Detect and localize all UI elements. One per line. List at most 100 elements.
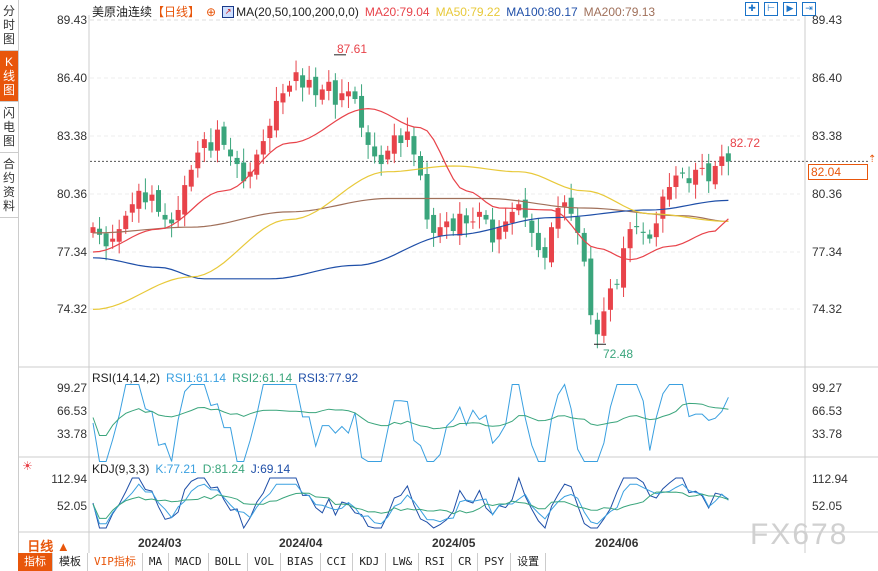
candle-body bbox=[463, 215, 469, 224]
ma-chart-icon[interactable]: ↗ bbox=[222, 5, 235, 18]
tab-kdj[interactable]: KDJ bbox=[353, 553, 387, 571]
low-annotation: 72.48 bbox=[603, 347, 634, 361]
rsi3-value: RSI3:77.92 bbox=[298, 371, 359, 385]
add-indicator-icon[interactable]: ⊕ bbox=[206, 4, 217, 19]
ma50-line bbox=[92, 165, 729, 310]
period-label[interactable]: 【日线】 bbox=[152, 5, 201, 19]
candle-body bbox=[594, 319, 600, 335]
tab-cci[interactable]: CCI bbox=[320, 553, 354, 571]
candle-body bbox=[634, 226, 640, 228]
candle-body bbox=[195, 152, 201, 169]
candle-body bbox=[535, 232, 541, 251]
tab-cr[interactable]: CR bbox=[452, 553, 479, 571]
candle-body bbox=[221, 126, 227, 145]
candle-body bbox=[345, 91, 351, 97]
rsi2-value: RSI2:61.14 bbox=[232, 371, 293, 385]
tab-ma[interactable]: MA bbox=[142, 553, 170, 571]
candle-body bbox=[706, 163, 712, 182]
rsi2-line bbox=[92, 402, 729, 436]
candle-body bbox=[182, 185, 188, 215]
candle-body bbox=[621, 248, 627, 288]
candle-body bbox=[712, 165, 718, 185]
candle-body bbox=[300, 75, 306, 88]
zoom-in-icon[interactable]: ⊢ bbox=[764, 2, 778, 16]
tab-templates[interactable]: 模板 bbox=[53, 553, 88, 571]
price-marker-icon: ⇡ bbox=[868, 154, 877, 165]
tab-settings[interactable]: 设置 bbox=[511, 553, 547, 571]
candle-body bbox=[280, 93, 286, 103]
candle-body bbox=[418, 156, 423, 176]
kdj-tick: 52.05 bbox=[56, 499, 87, 513]
settings-sun-icon[interactable]: ☀ bbox=[22, 459, 33, 473]
candle-body bbox=[254, 154, 260, 175]
tab-flash[interactable]: 闪电图 bbox=[0, 102, 18, 153]
ma100-value: MA100:80.17 bbox=[506, 4, 578, 19]
candle-body bbox=[339, 93, 345, 101]
tab-psy[interactable]: PSY bbox=[478, 553, 512, 571]
candle-body bbox=[686, 178, 692, 184]
candle-body bbox=[208, 142, 214, 151]
candle-body bbox=[588, 258, 594, 316]
candle-body bbox=[680, 172, 685, 174]
period-button[interactable]: 日线 ▲ bbox=[27, 539, 70, 554]
date-tick: 2024/04 bbox=[279, 536, 323, 550]
tab-vip-indicators[interactable]: VIP指标 bbox=[88, 553, 143, 571]
candle-body bbox=[234, 157, 240, 165]
candle-body bbox=[293, 72, 299, 82]
candle-body bbox=[614, 283, 620, 285]
tab-rsi[interactable]: RSI bbox=[419, 553, 452, 571]
price-tick: 89.43 bbox=[56, 13, 87, 27]
candle-body bbox=[129, 204, 135, 213]
price-tick-right: 83.38 bbox=[812, 129, 843, 143]
scroll-end-icon[interactable]: ⇥ bbox=[802, 2, 816, 16]
candle-body bbox=[359, 95, 365, 128]
tab-kline[interactable]: K线图 bbox=[0, 51, 18, 102]
candle-body bbox=[653, 223, 659, 238]
candle-body bbox=[201, 139, 207, 148]
rsi-label: RSI(14,14,2) bbox=[92, 371, 161, 385]
candle-body bbox=[365, 132, 371, 145]
ma200-line bbox=[93, 197, 729, 234]
candle-body bbox=[385, 150, 391, 160]
kdj-legend: KDJ(9,3,3) K:77.21 D:81.24 J:69.14 bbox=[92, 462, 290, 476]
tab-lwr[interactable]: LW& bbox=[386, 553, 420, 571]
candle-body bbox=[673, 175, 679, 188]
candle-body bbox=[568, 197, 574, 214]
candle-body bbox=[90, 227, 96, 233]
ma100-line bbox=[92, 199, 729, 280]
candle-body bbox=[404, 131, 410, 140]
sidebar: 分时图 K线图 闪电图 合约资料 bbox=[0, 0, 19, 553]
candle-body bbox=[175, 209, 181, 221]
tab-contract-info[interactable]: 合约资料 bbox=[0, 153, 18, 218]
candle-body bbox=[424, 173, 430, 220]
candle-body bbox=[228, 149, 234, 157]
tab-indicators[interactable]: 指标 bbox=[18, 553, 53, 571]
candle-body bbox=[437, 227, 443, 236]
candle-body bbox=[509, 211, 515, 223]
zoom-out-icon[interactable]: ▶ bbox=[783, 2, 797, 16]
price-tick: 86.40 bbox=[56, 71, 87, 85]
candle-body bbox=[142, 192, 148, 203]
tab-macd[interactable]: MACD bbox=[169, 553, 209, 571]
price-tick: 74.32 bbox=[56, 302, 87, 316]
candle-body bbox=[352, 91, 358, 100]
tab-vol[interactable]: VOL bbox=[248, 553, 281, 571]
candle-body bbox=[123, 215, 129, 230]
price-tick-right: 77.34 bbox=[812, 245, 843, 259]
crosshair-icon[interactable]: ✚ bbox=[745, 2, 759, 16]
tab-boll[interactable]: BOLL bbox=[208, 553, 249, 571]
candle-body bbox=[116, 229, 122, 242]
candle-body bbox=[267, 125, 273, 139]
kdj-label: KDJ(9,3,3) bbox=[92, 462, 150, 476]
tab-timeshare[interactable]: 分时图 bbox=[0, 0, 18, 51]
candle-body bbox=[378, 154, 384, 165]
tab-bias[interactable]: BIAS bbox=[281, 553, 321, 571]
date-tick: 2024/06 bbox=[595, 536, 639, 550]
candle-body bbox=[529, 220, 535, 233]
price-tick: 83.38 bbox=[56, 129, 87, 143]
kdj-j-line bbox=[92, 476, 729, 530]
candle-body bbox=[699, 167, 705, 169]
candle-body bbox=[575, 216, 581, 233]
candle-body bbox=[490, 219, 496, 243]
